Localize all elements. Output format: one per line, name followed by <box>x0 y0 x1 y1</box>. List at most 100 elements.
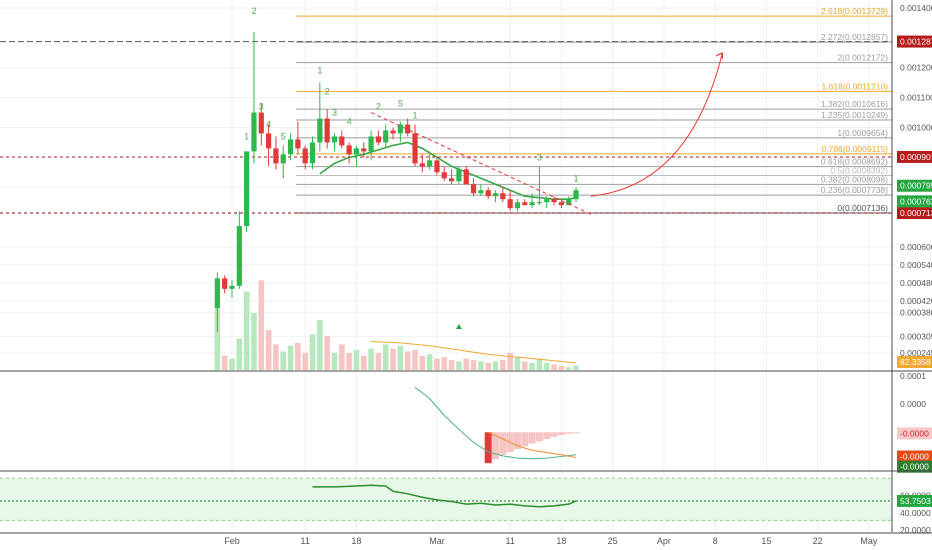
rsi-level-badge: 53.7503 <box>897 494 932 507</box>
volume-bar-33 <box>456 361 462 370</box>
volume-bar-19 <box>353 350 360 370</box>
candle-40 <box>507 190 513 212</box>
macd-histogram-bar-11 <box>565 432 573 434</box>
rsi-level-badge-bg <box>897 494 932 507</box>
candle-body-32 <box>449 178 455 182</box>
fibonacci-levels[interactable]: 0(0.0007136) 0.236(0.0007738)0.382(0.0008… <box>295 6 892 214</box>
price-tick-label-0: 0.0014000 <box>900 3 932 13</box>
volume-badge: 82.3358 <box>897 356 932 368</box>
wave-label-0: 2 <box>251 6 256 16</box>
candle-24 <box>390 127 396 140</box>
time-tick-label-6: 25 <box>608 536 618 546</box>
volume-bar-4 <box>243 291 250 370</box>
candle-22 <box>375 130 381 146</box>
candle-25 <box>397 121 403 143</box>
volume-bar-32 <box>448 360 455 370</box>
candle-body-30 <box>434 160 440 173</box>
candle-41 <box>514 199 521 212</box>
fib-level-label-6: 1(0.0009654) <box>837 128 888 138</box>
volume-bar-17 <box>339 344 345 370</box>
volume-bar-16 <box>331 352 338 370</box>
rsi-level-badge-label: 53.7503 <box>900 496 931 506</box>
candle-21 <box>368 130 374 161</box>
resistance-badge-bg-1 <box>897 150 932 163</box>
downtrend-line <box>370 112 591 215</box>
candle-body-16 <box>331 136 338 143</box>
volume-bar-22 <box>375 352 382 370</box>
volume-bar-9 <box>280 351 287 370</box>
price-badge-bg-0 <box>897 179 932 192</box>
candle-31 <box>441 166 447 182</box>
resistance-lines[interactable] <box>0 41 892 214</box>
candle-body-39 <box>500 193 506 200</box>
macd-pane[interactable]: 0.00010.00000.0000-0.0000-0.0000-0.0000-… <box>414 371 932 473</box>
volume-bar-25 <box>397 345 404 370</box>
candle-body-17 <box>339 136 345 146</box>
candle-30 <box>434 157 440 176</box>
volume-bar-34 <box>463 358 470 370</box>
candle-38 <box>492 190 499 203</box>
wave-label-5: 1 <box>317 66 322 76</box>
price-tick-label-10: 0.0003800 <box>900 308 932 318</box>
price-tick-label-9: 0.0004200 <box>900 296 932 306</box>
fib-level-label-3: 0.5(0.0008392) <box>830 166 888 176</box>
candle-49 <box>573 187 579 203</box>
macd-histogram-bar-7 <box>535 432 543 442</box>
time-tick-label-1: 11 <box>301 536 310 546</box>
candle-2 <box>229 279 235 298</box>
macd-histogram-bar-6 <box>528 432 536 444</box>
candle-body-2 <box>229 285 235 289</box>
candle-body-40 <box>507 199 513 209</box>
volume-bar-6 <box>258 280 265 370</box>
grid-lines <box>0 0 892 532</box>
drawings[interactable] <box>370 52 724 215</box>
price-tick-label-8: 0.0004800 <box>900 278 932 288</box>
fib-level-label-5: 0.786(0.0009115) <box>822 144 889 154</box>
candle-7 <box>266 124 272 167</box>
macd-histogram-bar-4 <box>513 432 521 450</box>
volume-bar-0 <box>214 308 221 370</box>
volume-bar-44 <box>536 358 543 370</box>
volume-bar-45 <box>543 362 550 370</box>
candle-20 <box>361 142 367 158</box>
time-tick-label-11: May <box>860 536 878 546</box>
candle-body-8 <box>273 148 279 164</box>
candle-body-47 <box>558 202 564 206</box>
candle-body-1 <box>222 278 228 289</box>
candle-body-20 <box>361 148 367 152</box>
candle-body-44 <box>536 202 543 204</box>
candle-15 <box>324 109 330 149</box>
candle-35 <box>470 178 477 197</box>
candle-16 <box>331 133 338 152</box>
wave-label-7: 3 <box>332 108 337 118</box>
candle-42 <box>522 199 528 206</box>
candle-47 <box>558 199 564 209</box>
volume-bar-13 <box>309 334 316 370</box>
candle-body-23 <box>383 130 389 143</box>
volume-bar-49 <box>573 365 579 370</box>
time-tick-label-9: 15 <box>761 536 771 546</box>
candle-body-10 <box>287 139 294 155</box>
candle-body-28 <box>419 163 425 167</box>
candle-body-45 <box>544 199 550 203</box>
wave-label-2: 3 <box>259 102 264 112</box>
candle-body-15 <box>324 118 330 143</box>
volume-bar-40 <box>507 352 513 370</box>
resistance-badge-1: 0.0009014 <box>897 150 932 163</box>
volume-bar-21 <box>368 348 374 370</box>
volume-bar-24 <box>390 348 396 370</box>
candle-43 <box>529 193 535 209</box>
volume-bar-42 <box>522 361 528 370</box>
macd-badge-1: -0.0000 <box>897 450 932 463</box>
fib-level-label-2: 0.382(0.0008098) <box>821 174 888 184</box>
candle-body-3 <box>236 226 242 286</box>
candle-body-18 <box>346 145 352 155</box>
volume-bar-3 <box>236 338 243 370</box>
wave-label-10: 2 <box>376 102 381 112</box>
candle-23 <box>383 124 389 149</box>
volume-bar-28 <box>419 355 426 370</box>
